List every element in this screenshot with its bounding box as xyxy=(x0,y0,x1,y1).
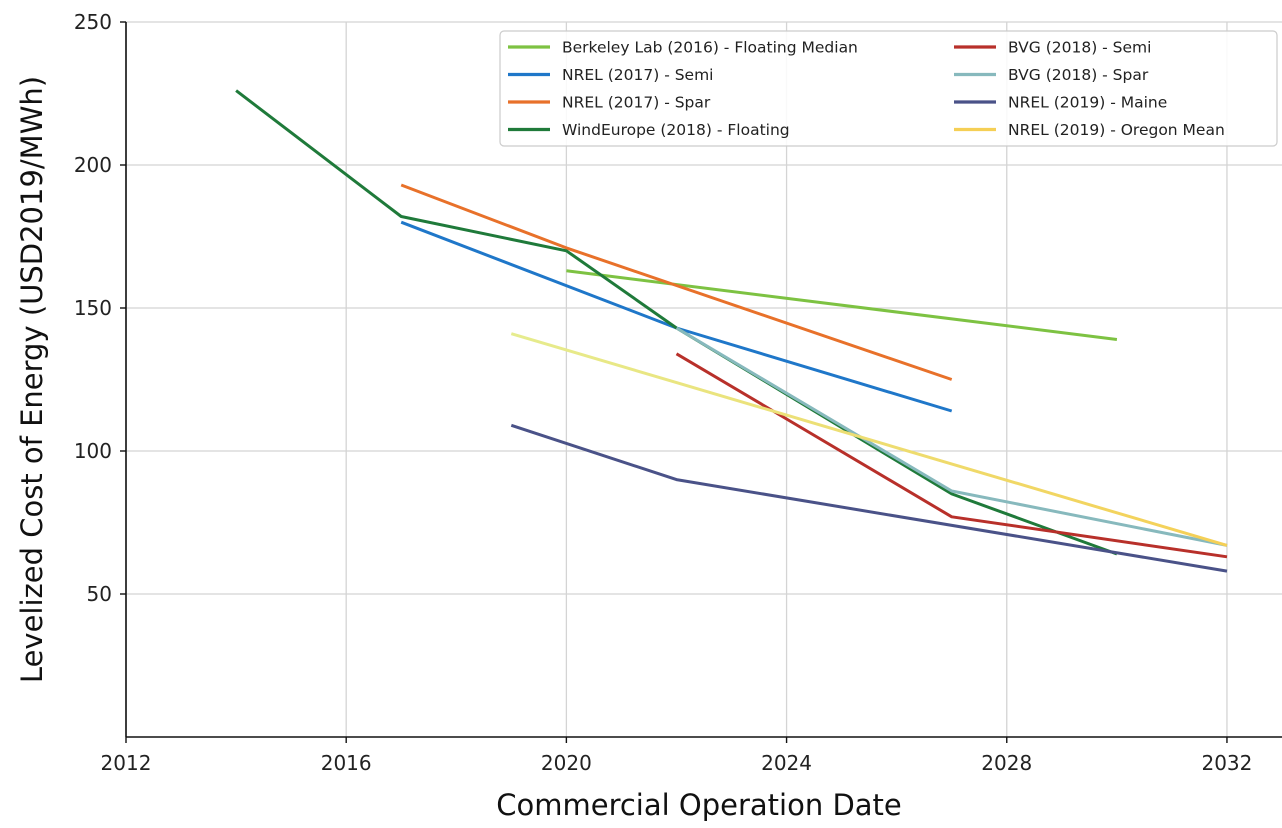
y-tick-label: 50 xyxy=(87,582,112,606)
legend-box xyxy=(499,30,1278,147)
legend-label: Berkeley Lab (2016) - Floating Median xyxy=(562,39,858,57)
x-tick-label: 2024 xyxy=(761,751,812,775)
y-axis-title: Levelized Cost of Energy (USD2019/MWh) xyxy=(15,76,49,683)
series-line xyxy=(235,89,1118,556)
y-tick-label: 150 xyxy=(74,296,112,320)
axes: 50 100 150 200 250 2012 2016 2020 2024 2028 2032 xyxy=(74,10,1282,775)
series-line xyxy=(675,326,1228,547)
legend-label: NREL (2019) - Oregon Mean xyxy=(1008,121,1225,139)
x-tick-label: 2016 xyxy=(321,751,372,775)
y-tick-label: 200 xyxy=(74,153,112,177)
y-tick-label: 250 xyxy=(74,10,112,34)
x-tick-label: 2028 xyxy=(981,751,1032,775)
legend-label: NREL (2019) - Maine xyxy=(1008,94,1167,112)
x-tick-label: 2020 xyxy=(541,751,592,775)
legend: Berkeley Lab (2016) - Floating Median NRE… xyxy=(499,30,1278,147)
series-line xyxy=(510,423,1228,573)
x-axis-title: Commercial Operation Date xyxy=(496,788,902,822)
series-lines xyxy=(235,89,1228,573)
series-line xyxy=(675,352,1228,559)
series-line xyxy=(510,332,1228,547)
y-tick-label: 100 xyxy=(74,439,112,463)
legend-label: BVG (2018) - Spar xyxy=(1008,66,1149,84)
legend-label: NREL (2017) - Semi xyxy=(562,66,714,84)
x-tick-label: 2012 xyxy=(101,751,152,775)
legend-label: NREL (2017) - Spar xyxy=(562,94,711,112)
series-line xyxy=(566,269,1118,341)
series-line xyxy=(400,183,953,381)
legend-label: WindEurope (2018) - Floating xyxy=(562,121,790,139)
legend-label: BVG (2018) - Semi xyxy=(1008,39,1151,57)
x-tick-label: 2032 xyxy=(1201,751,1252,775)
